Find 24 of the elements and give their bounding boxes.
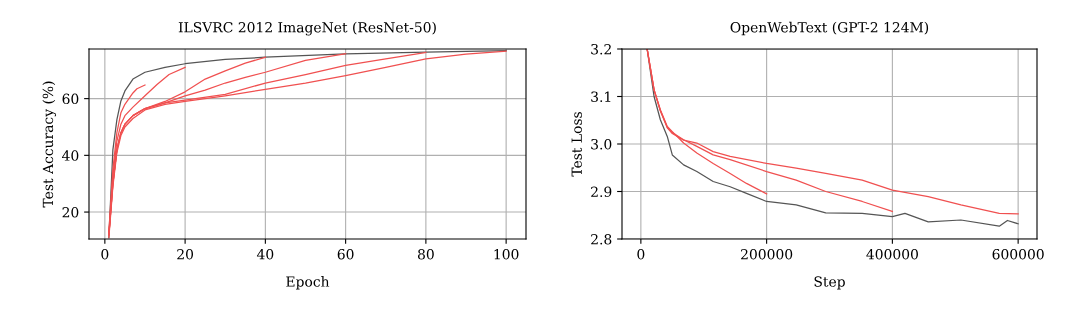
- y-tick-label: 2.8: [591, 233, 612, 245]
- x-axis-title: Step: [814, 276, 845, 290]
- y-tick-label: 3.1: [591, 91, 611, 102]
- x-axis-title: Epoch: [286, 276, 330, 290]
- x-tick-label: 20: [177, 248, 194, 260]
- y-tick-label: 2.9: [591, 186, 612, 197]
- x-tick-label: 0: [101, 248, 109, 260]
- y-tick-label: 20: [62, 207, 79, 218]
- x-tick-label: 60: [337, 248, 354, 260]
- chart-title: ILSVRC 2012 ImageNet (ResNet-50): [178, 21, 436, 36]
- x-tick-label: 600000: [992, 248, 1044, 260]
- chart-title: OpenWebText (GPT-2 124M): [730, 21, 929, 36]
- y-axis-title: Test Accuracy (%): [42, 81, 57, 208]
- x-tick-label: 400000: [866, 248, 918, 260]
- y-tick-label: 3.2: [591, 43, 611, 55]
- y-tick-label: 3.0: [591, 138, 612, 150]
- x-tick-label: 40: [256, 248, 274, 260]
- y-tick-label: 60: [62, 93, 79, 105]
- y-axis-title: Test Loss: [571, 112, 582, 177]
- x-tick-label: 80: [417, 248, 434, 260]
- x-tick-label: 0: [637, 248, 645, 260]
- x-tick-label: 200000: [741, 248, 793, 260]
- x-tick-label: 100: [494, 248, 519, 260]
- y-tick-label: 40: [62, 150, 79, 161]
